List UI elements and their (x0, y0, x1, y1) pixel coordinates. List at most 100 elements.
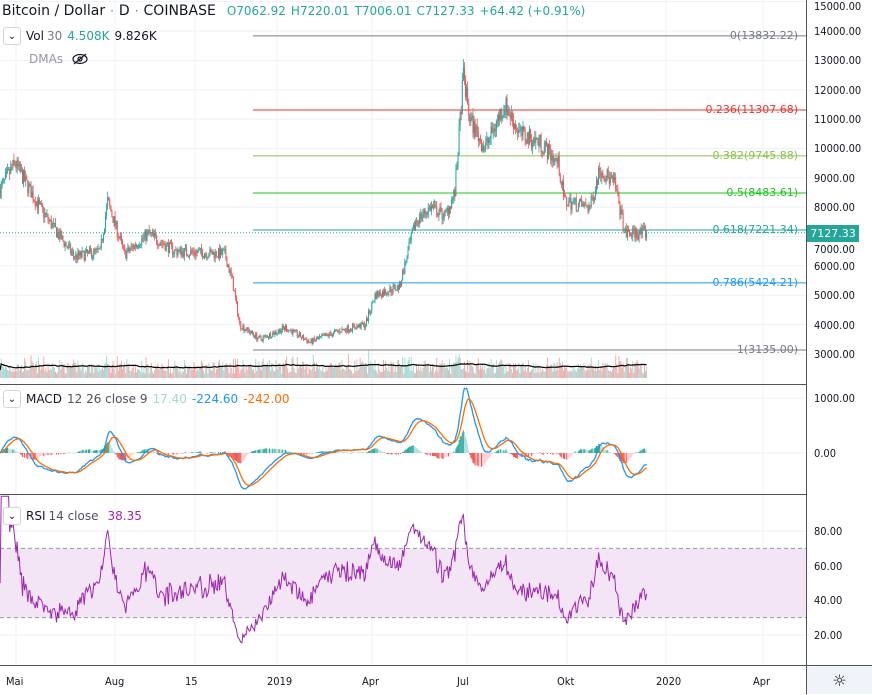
volume-bar (625, 366, 626, 378)
fib-level-label: 0(13832.22) (730, 29, 798, 42)
candle-body (206, 254, 207, 258)
candle-body (119, 237, 120, 238)
candle (580, 198, 581, 202)
macd-hist-bar (89, 449, 90, 453)
candle (594, 197, 595, 204)
candle (89, 246, 90, 254)
candle (62, 235, 63, 242)
candle (26, 174, 27, 180)
candle-body (442, 209, 443, 220)
candle (519, 123, 520, 133)
settings-gear-icon[interactable]: ☼ (806, 665, 872, 694)
candle-body (168, 243, 169, 252)
candle-body (249, 330, 250, 333)
candle (330, 330, 331, 336)
candle (625, 226, 626, 233)
dmas-name[interactable]: DMAs (29, 52, 63, 66)
interval-label[interactable]: D (119, 3, 130, 19)
macd-hist-bar (368, 451, 369, 453)
candle (208, 253, 209, 258)
candle-body (508, 111, 509, 116)
candle-body (466, 87, 467, 96)
volume-bar (163, 367, 164, 378)
candle-body (352, 325, 353, 331)
candle-body (613, 177, 614, 180)
candle-body (291, 330, 292, 334)
volume-bar (446, 367, 447, 378)
candle-body (353, 325, 354, 326)
macd-hist-bar (486, 453, 487, 461)
volume-bar (505, 374, 506, 378)
candle (200, 248, 201, 254)
candle (246, 328, 247, 331)
candle (77, 248, 78, 263)
candle (226, 256, 227, 267)
candle-body (595, 190, 596, 197)
collapse-chevron-icon[interactable]: ⌄ (3, 390, 21, 408)
macd-hist-bar (630, 453, 631, 458)
volume-name[interactable]: Vol (26, 29, 44, 43)
candle (565, 194, 566, 198)
volume-bar (248, 365, 249, 378)
candle (111, 209, 112, 217)
candle-body (139, 246, 140, 247)
candle-body (180, 248, 181, 250)
macd-hist-bar (134, 453, 135, 454)
candle (409, 238, 410, 251)
candle (159, 242, 160, 246)
candle (28, 181, 29, 197)
candle (356, 323, 357, 329)
volume-bar (138, 369, 139, 378)
candle (439, 203, 440, 215)
candle (219, 244, 220, 261)
volume-bar (355, 371, 356, 378)
volume-bar (208, 363, 209, 378)
collapse-chevron-icon[interactable]: ⌄ (3, 507, 21, 525)
time-tick-label: Mai (6, 675, 23, 688)
macd-hist-bar (15, 450, 16, 453)
candle-body (177, 252, 178, 255)
candle-body (557, 159, 558, 164)
candle-body (72, 252, 73, 253)
candle-body (183, 251, 184, 256)
macd-hist-bar (418, 450, 419, 453)
chart-canvas[interactable] (0, 0, 806, 665)
candle-body (39, 200, 40, 204)
collapse-chevron-icon[interactable]: ⌄ (3, 27, 21, 45)
macd-hist-bar (99, 450, 100, 453)
symbol-title[interactable]: Bitcoin / Dollar (2, 3, 105, 19)
candle (353, 323, 354, 328)
candle-body (100, 246, 101, 249)
volume-bar (186, 374, 187, 378)
candle (520, 125, 521, 137)
macd-name[interactable]: MACD (26, 392, 62, 406)
eye-crossed-icon[interactable] (72, 53, 88, 65)
macd-hist-bar (592, 448, 593, 453)
volume-bar (234, 373, 235, 378)
rsi-params: 14 close (49, 509, 99, 523)
macd-hist-bar (21, 453, 22, 455)
volume-bar (214, 363, 215, 378)
candle-body (441, 207, 442, 208)
candle-body (331, 334, 332, 336)
candle-body (89, 249, 90, 252)
separator: · (110, 4, 114, 18)
volume-bar (280, 366, 281, 378)
macd-hist-bar (511, 453, 512, 454)
candle (509, 107, 510, 117)
macd-hist-bar (8, 448, 9, 453)
candle-body (367, 319, 368, 321)
candle (297, 329, 298, 338)
candle (20, 161, 21, 173)
time-tick-label: 15 (185, 675, 198, 688)
candle-body (217, 257, 218, 258)
candle (384, 287, 385, 296)
macd-hist-bar (416, 448, 417, 453)
volume-bar (113, 361, 114, 378)
candle (528, 131, 529, 148)
rsi-name[interactable]: RSI (26, 509, 46, 523)
macd-hist-bar (554, 453, 555, 454)
candle (378, 291, 379, 298)
